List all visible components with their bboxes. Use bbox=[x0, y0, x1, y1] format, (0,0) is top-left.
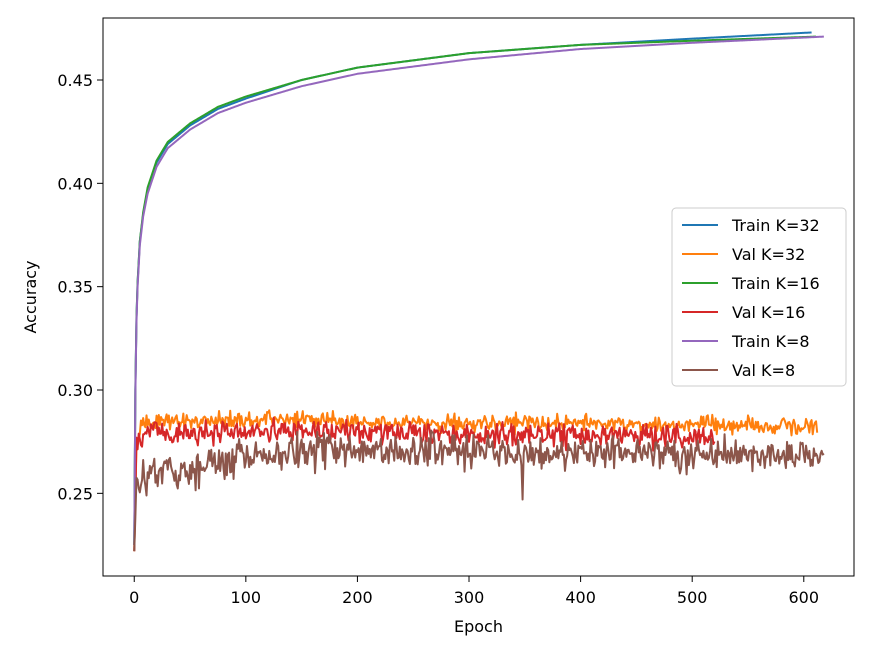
legend-label-val-k-32: Val K=32 bbox=[732, 245, 805, 264]
series-line-train-k-8 bbox=[133, 35, 824, 546]
y-tick-label: 0.35 bbox=[57, 278, 93, 297]
legend-label-val-k-8: Val K=8 bbox=[732, 361, 795, 380]
series-line-val-k-32 bbox=[133, 409, 819, 552]
series-line-train-k-16 bbox=[133, 35, 817, 546]
legend-label-train-k-8: Train K=8 bbox=[731, 332, 810, 351]
x-tick-label: 600 bbox=[789, 588, 820, 607]
legend-label-train-k-32: Train K=32 bbox=[731, 216, 820, 235]
series-line-val-k-16 bbox=[133, 416, 716, 552]
legend: Train K=32 Val K=32 Train K=16 Val K=16 Trai… bbox=[671, 207, 847, 387]
y-axis-label: Accuracy bbox=[21, 260, 40, 333]
x-tick-label: 200 bbox=[342, 588, 373, 607]
x-tick-label: 500 bbox=[677, 588, 708, 607]
y-tick-label: 0.45 bbox=[57, 71, 93, 90]
y-tick-label: 0.25 bbox=[57, 484, 93, 503]
x-tick-label: 300 bbox=[454, 588, 485, 607]
x-tick-label: 0 bbox=[129, 588, 139, 607]
y-tick-label: 0.40 bbox=[57, 174, 93, 193]
axes-layer: 0 100 200 300 400 500 600 0.25 0.30 0.35 0.40 0.45 bbox=[57, 17, 855, 607]
series-line-val-k-8 bbox=[133, 429, 825, 552]
x-tick-label: 400 bbox=[565, 588, 596, 607]
legend-label-train-k-16: Train K=16 bbox=[731, 274, 820, 293]
plot-frame bbox=[102, 17, 855, 577]
y-tick-label: 0.30 bbox=[57, 381, 93, 400]
x-tick-label: 100 bbox=[231, 588, 262, 607]
legend-label-val-k-16: Val K=16 bbox=[732, 303, 805, 322]
x-axis-label: Epoch bbox=[454, 617, 503, 636]
series-layer bbox=[133, 31, 825, 552]
